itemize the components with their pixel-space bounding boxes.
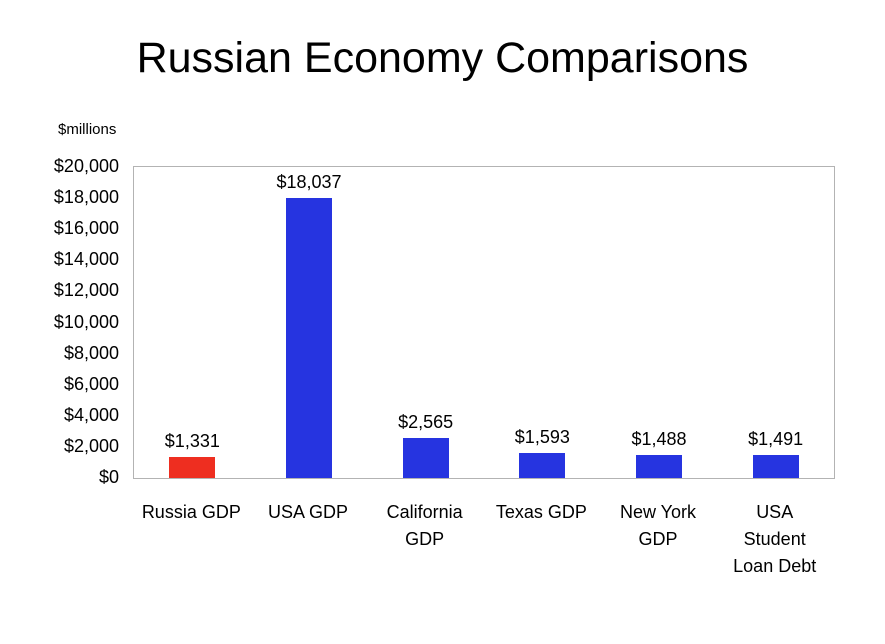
bar-texas-gdp: [519, 453, 566, 478]
plot-area: $1,331 $18,037 $2,565 $1,593 $1,488 $1,491: [133, 166, 835, 479]
y-tick-label: $18,000: [53, 187, 119, 208]
y-axis-unit-label: $millions: [58, 121, 117, 138]
y-tick-label: $12,000: [53, 280, 119, 301]
bar-usa-student-loan-debt: [752, 454, 799, 478]
bar-russia-gdp: [169, 457, 216, 478]
x-axis-category-label: Texas GDP: [495, 502, 587, 522]
bar-value-label: $18,037: [276, 171, 342, 192]
x-axis-category-label: California GDP: [386, 502, 463, 549]
x-axis-labels: Russia GDP USA GDP California GDP Texas GDP…: [133, 499, 833, 580]
bar-value-label: $2,565: [398, 412, 454, 433]
chart-title: Russian Economy Comparisons: [136, 34, 749, 82]
bar-new-york-gdp: [636, 454, 682, 478]
y-tick-label: $2,000: [63, 435, 119, 456]
y-tick-label: $6,000: [63, 373, 119, 394]
y-tick-label: $4,000: [63, 404, 119, 425]
bar-usa-gdp: [286, 197, 332, 478]
bar-value-label: $1,593: [514, 427, 570, 448]
y-tick-label: $0: [98, 467, 119, 487]
x-axis-category-label: Russia GDP: [141, 502, 241, 522]
y-tick-label: $8,000: [63, 342, 119, 363]
bar-california-gdp: [402, 438, 449, 478]
x-axis-category-label: USA GDP: [267, 502, 349, 522]
y-tick-label: $10,000: [53, 311, 119, 332]
y-tick-label: $20,000: [53, 156, 119, 176]
y-axis-ticks: $0 $2,000 $4,000 $6,000 $8,000 $10,000 $12,000…: [0, 156, 127, 487]
y-tick-label: $14,000: [53, 249, 119, 270]
x-axis-category-label: USA Student Loan Debt: [733, 502, 817, 576]
bar-value-label: $1,491: [748, 428, 804, 449]
bar-value-label: $1,331: [164, 431, 220, 452]
x-axis-category-label: New York GDP: [620, 502, 697, 549]
y-tick-label: $16,000: [53, 218, 119, 239]
bar-value-label: $1,488: [631, 428, 687, 449]
